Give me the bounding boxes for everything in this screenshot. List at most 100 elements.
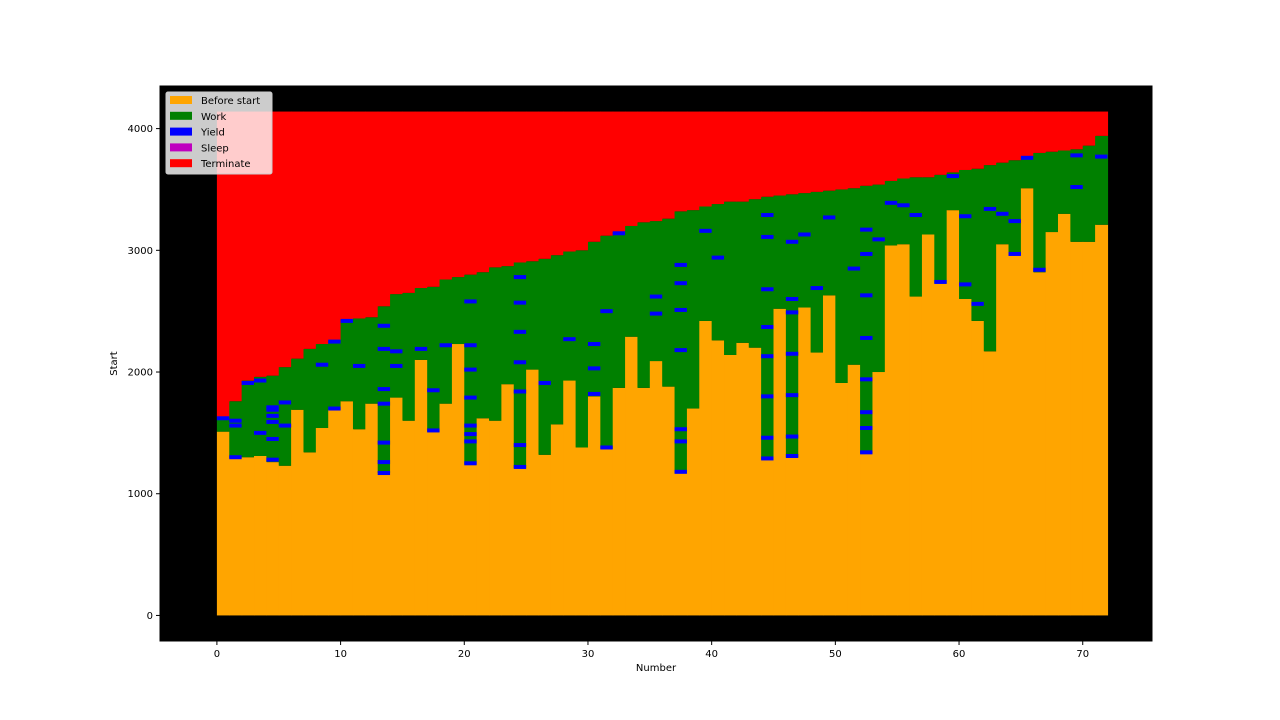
x-tick-label: 70	[1076, 649, 1089, 660]
yield-mark	[377, 471, 391, 476]
legend-swatch	[170, 111, 192, 120]
terminate-bar	[550, 111, 564, 256]
yield-mark	[872, 237, 885, 242]
yield-mark	[909, 213, 922, 218]
terminate-bar	[278, 111, 292, 368]
yield-mark	[600, 445, 613, 450]
before-start-bar	[526, 369, 540, 616]
terminate-bar	[439, 111, 453, 280]
terminate-bar	[1045, 111, 1059, 152]
terminate-bar	[909, 111, 923, 178]
yield-mark	[513, 389, 527, 394]
work-bar	[390, 294, 404, 398]
yield-mark	[513, 360, 527, 365]
before-start-bar	[489, 420, 502, 616]
yield-mark	[266, 407, 279, 412]
work-bar	[736, 201, 750, 343]
before-start-bar	[983, 351, 997, 616]
yield-mark	[674, 348, 687, 353]
yield-mark	[761, 213, 774, 218]
yield-mark	[860, 335, 873, 340]
work-bar	[451, 277, 465, 345]
work-bar	[711, 204, 725, 341]
x-tick-label: 40	[705, 649, 718, 660]
yield-mark	[1020, 155, 1034, 160]
terminate-bar	[761, 111, 775, 197]
work-bar	[489, 267, 502, 421]
before-start-bar	[328, 409, 342, 616]
terminate-bar	[625, 111, 639, 226]
before-start-bar	[625, 336, 639, 616]
work-bar	[674, 211, 688, 474]
terminate-bar	[526, 111, 540, 262]
work-bar	[241, 380, 255, 458]
y-axis-label: Start	[109, 351, 120, 376]
yield-mark	[328, 339, 341, 344]
yield-mark	[785, 434, 799, 439]
work-bar	[686, 210, 700, 409]
work-bar	[625, 225, 639, 337]
yield-mark	[229, 455, 242, 460]
work-bar	[427, 286, 441, 432]
terminate-bar	[662, 111, 676, 219]
work-bar	[1008, 160, 1022, 256]
yield-mark	[464, 432, 477, 437]
work-bar	[1057, 150, 1071, 214]
before-start-bar	[699, 320, 713, 616]
work-bar	[798, 193, 812, 308]
work-bar	[897, 178, 911, 245]
before-start-bar	[724, 354, 737, 616]
before-start-bar	[390, 397, 404, 616]
x-tick-label: 10	[334, 649, 347, 660]
work-bar	[216, 417, 230, 432]
terminate-bar	[451, 111, 465, 278]
legend-label: Before start	[201, 96, 260, 107]
before-start-bar	[761, 459, 775, 616]
terminate-bar	[1082, 111, 1096, 146]
before-start-bar	[872, 372, 886, 616]
work-bar	[550, 255, 564, 425]
work-bar	[254, 376, 267, 456]
yield-mark	[860, 426, 873, 431]
work-bar	[600, 235, 614, 449]
before-start-bar	[996, 244, 1010, 616]
work-bar	[563, 251, 577, 381]
terminate-bar	[711, 111, 725, 205]
yield-mark	[761, 287, 774, 292]
terminate-bar	[860, 111, 874, 186]
yield-mark	[377, 387, 391, 392]
legend-swatch	[170, 127, 192, 136]
terminate-bar	[946, 111, 960, 173]
yield-mark	[266, 413, 279, 418]
before-start-bar	[229, 458, 243, 616]
work-bar	[575, 250, 589, 448]
work-bar	[872, 184, 886, 373]
terminate-bar	[414, 111, 428, 289]
work-bar	[649, 221, 663, 362]
terminate-bar	[971, 111, 985, 169]
work-bar	[983, 165, 997, 352]
work-bar	[699, 206, 713, 321]
work-bar	[921, 177, 935, 235]
before-start-bar	[538, 454, 552, 616]
yield-mark	[674, 262, 687, 267]
y-tick-label: 1000	[128, 489, 153, 500]
work-bar	[402, 292, 416, 421]
work-bar	[526, 261, 540, 370]
yield-mark	[761, 435, 774, 440]
terminate-bar	[390, 111, 404, 295]
yield-mark	[352, 363, 366, 368]
before-start-bar	[909, 296, 923, 616]
before-start-bar	[662, 386, 676, 616]
legend-swatch	[170, 96, 192, 104]
yield-mark	[946, 174, 960, 179]
yield-mark	[513, 443, 527, 448]
terminate-bar	[538, 111, 552, 259]
legend-label: Yield	[200, 128, 225, 139]
yield-mark	[860, 377, 873, 382]
yield-mark	[464, 461, 477, 466]
yield-mark	[798, 232, 811, 237]
yield-mark	[761, 456, 774, 461]
yield-mark	[377, 323, 391, 328]
work-bar	[662, 218, 676, 387]
